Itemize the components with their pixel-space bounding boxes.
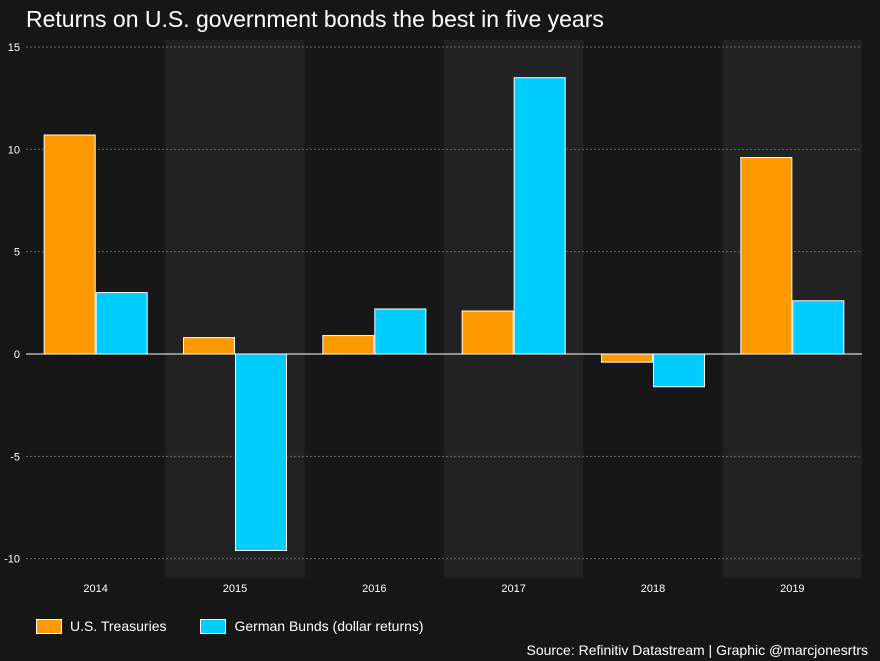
x-tick-label: 2019 (780, 583, 804, 595)
bar-us-treasuries (740, 157, 793, 355)
bar-us-treasuries (322, 335, 375, 355)
y-tick-label: 0 (14, 349, 20, 361)
legend-swatch-bunds (200, 618, 227, 634)
x-tick-label: 2017 (501, 583, 525, 595)
source-note: Source: Refinitiv Datastream | Graphic @… (526, 642, 868, 658)
bar-us-treasuries (43, 134, 96, 355)
bar-us-treasuries (601, 353, 653, 363)
y-tick-label: -5 (10, 451, 20, 463)
legend-label-bunds: German Bunds (dollar returns) (234, 618, 424, 634)
bar-german-bunds (374, 308, 427, 355)
chart-title: Returns on U.S. government bonds the bes… (26, 6, 604, 32)
bar-german-bunds (792, 300, 845, 355)
y-tick-label: 5 (14, 247, 20, 259)
legend-item-treasuries: U.S. Treasuries (36, 618, 166, 634)
bar-us-treasuries (461, 310, 514, 355)
x-tick-label: 2018 (641, 583, 665, 595)
category-band (583, 40, 723, 578)
y-tick-label: 10 (8, 144, 20, 156)
x-tick-label: 2014 (83, 583, 107, 595)
y-tick-label: -10 (4, 554, 20, 566)
legend-swatch-treasuries (36, 618, 62, 634)
bar-german-bunds (235, 353, 287, 551)
bar-german-bunds (513, 77, 566, 355)
x-tick-label: 2015 (223, 583, 247, 595)
legend-item-bunds: German Bunds (dollar returns) (200, 618, 424, 634)
x-tick-label: 2016 (362, 583, 386, 595)
legend-label-treasuries: U.S. Treasuries (70, 618, 167, 634)
legend: U.S. Treasuries German Bunds (dollar ret… (36, 618, 458, 634)
bar-us-treasuries (183, 337, 235, 355)
bar-german-bunds (95, 292, 148, 355)
y-tick-label: 15 (8, 42, 20, 54)
bar-german-bunds (653, 353, 705, 388)
